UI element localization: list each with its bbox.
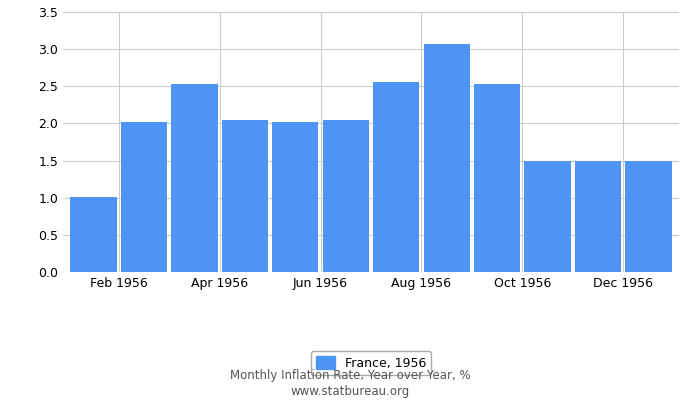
Bar — [323, 120, 369, 272]
Bar — [474, 84, 521, 272]
Legend: France, 1956: France, 1956 — [311, 351, 431, 375]
Bar — [524, 160, 571, 272]
Bar — [626, 160, 672, 272]
Text: Monthly Inflation Rate, Year over Year, %: Monthly Inflation Rate, Year over Year, … — [230, 369, 470, 382]
Bar — [221, 120, 268, 272]
Text: www.statbureau.org: www.statbureau.org — [290, 385, 410, 398]
Bar — [70, 197, 116, 272]
Bar — [272, 122, 318, 272]
Bar — [373, 82, 419, 272]
Bar — [171, 84, 218, 272]
Bar — [424, 44, 470, 272]
Bar — [575, 160, 622, 272]
Bar — [120, 122, 167, 272]
